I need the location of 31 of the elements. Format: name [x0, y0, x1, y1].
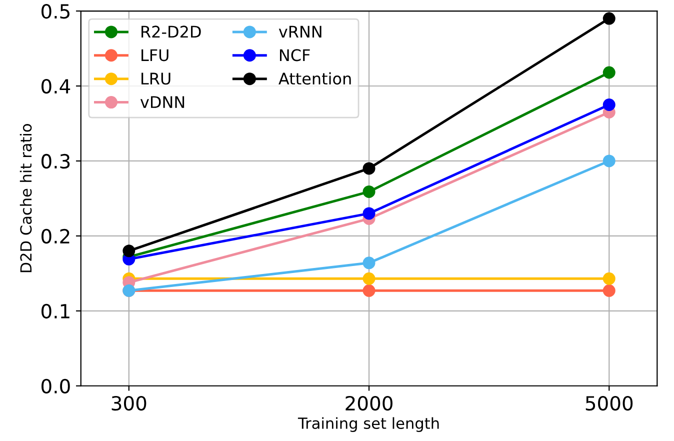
legend-label: LRU — [142, 72, 170, 85]
legend-label: R2-D2D — [142, 26, 201, 38]
point — [362, 207, 376, 220]
point — [602, 12, 616, 25]
legend-label: Attention — [278, 72, 351, 85]
point — [602, 66, 616, 79]
y-tick-label: 0.5 — [42, 4, 70, 19]
legend-label: LFU — [142, 49, 168, 62]
y-tick-label: 0.0 — [42, 378, 70, 394]
legend-label: vDNN — [140, 96, 184, 108]
point — [362, 162, 376, 175]
x-axis-title: Training set length — [298, 417, 439, 432]
point — [362, 185, 376, 198]
y-tick-label: 0.1 — [42, 304, 70, 319]
point — [602, 284, 616, 297]
x-tick-label: 5000 — [586, 396, 633, 411]
y-tick-label: 0.2 — [42, 228, 70, 244]
point — [362, 256, 376, 270]
point — [602, 272, 616, 285]
x-tick-label: 2000 — [346, 396, 392, 411]
legend-label: vRNN — [278, 26, 322, 38]
point — [602, 98, 616, 111]
legend-label: NCF — [280, 49, 310, 62]
point — [362, 284, 376, 297]
y-tick-label: 0.4 — [42, 78, 70, 94]
x-tick-label: 300 — [112, 396, 146, 411]
point — [602, 154, 616, 168]
point — [122, 244, 136, 258]
point — [362, 272, 376, 285]
y-tick-label: 0.3 — [42, 154, 70, 169]
y-axis-title: D2D Cache hit ratio — [20, 124, 32, 272]
